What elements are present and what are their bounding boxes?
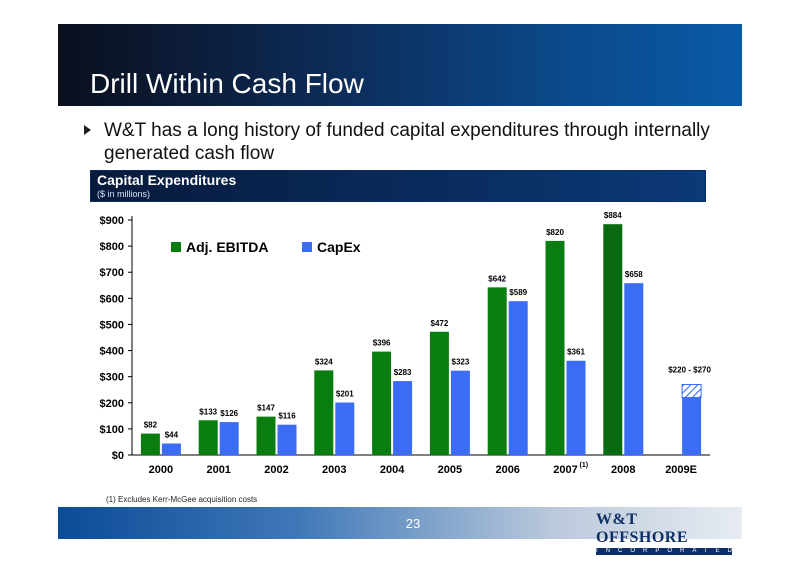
slide-title: Drill Within Cash Flow bbox=[90, 68, 364, 99]
capex-bar bbox=[450, 370, 470, 455]
capex-bar bbox=[566, 360, 586, 455]
y-tick-label: $400 bbox=[100, 346, 124, 358]
logo-subtext: INCORPORATED bbox=[596, 548, 732, 555]
capex-bar bbox=[508, 301, 528, 455]
section-header: Capital Expenditures ($ in millions) bbox=[90, 170, 706, 202]
page-number: 23 bbox=[405, 516, 421, 531]
capex-bar bbox=[277, 424, 297, 455]
ebitda-bar bbox=[429, 331, 449, 455]
capex-range-bar-hatched bbox=[681, 384, 702, 399]
x-tick-footnote-marker: (1) bbox=[580, 462, 589, 469]
x-tick-label: 2007 bbox=[553, 464, 577, 476]
x-tick-label: 2003 bbox=[322, 464, 346, 476]
ebitda-bar bbox=[487, 287, 507, 455]
capex-bar bbox=[624, 283, 644, 455]
y-tick-label: $100 bbox=[100, 424, 124, 436]
capex-data-label: $658 bbox=[625, 270, 643, 279]
bullet-text: W&T has a long history of funded capital… bbox=[104, 120, 710, 164]
ebitda-data-label: $147 bbox=[257, 404, 275, 413]
ebitda-bar bbox=[372, 351, 392, 455]
x-tick-label: 2002 bbox=[264, 464, 288, 476]
ebitda-data-label: $820 bbox=[546, 228, 564, 237]
x-tick-label: 2006 bbox=[495, 464, 519, 476]
capex-bar bbox=[161, 443, 181, 455]
ebitda-data-label: $396 bbox=[373, 339, 391, 348]
y-tick-label: $0 bbox=[112, 450, 124, 462]
ebitda-bar bbox=[198, 420, 218, 455]
capex-bar bbox=[393, 381, 413, 455]
y-tick-label: $200 bbox=[100, 398, 124, 410]
ebitda-bar bbox=[140, 433, 160, 455]
title-bar: Drill Within Cash Flow bbox=[58, 24, 742, 106]
footer-bar: 23 W&T OFFSHORE INCORPORATED bbox=[58, 507, 742, 555]
capex-data-label: $126 bbox=[220, 409, 238, 418]
y-tick-label: $500 bbox=[100, 319, 124, 331]
capex-data-label: $201 bbox=[336, 390, 354, 399]
ebitda-data-label: $472 bbox=[431, 319, 449, 328]
section-title: Capital Expenditures bbox=[97, 172, 237, 188]
bullet-arrow-icon bbox=[84, 125, 91, 135]
y-tick-label: $600 bbox=[100, 293, 124, 305]
company-logo: W&T OFFSHORE INCORPORATED bbox=[596, 511, 732, 555]
ebitda-bar bbox=[256, 416, 276, 455]
y-tick-label: $700 bbox=[100, 267, 124, 279]
capex-range-label: $220 - $270 bbox=[668, 366, 711, 375]
y-tick-label: $800 bbox=[100, 241, 124, 253]
legend-swatch-capex bbox=[302, 242, 312, 252]
footnote: (1) Excludes Kerr-McGee acquisition cost… bbox=[106, 495, 258, 504]
capex-bar bbox=[335, 402, 355, 455]
x-tick-label: 2008 bbox=[611, 464, 635, 476]
capex-data-label: $116 bbox=[278, 412, 296, 421]
capex-bar bbox=[219, 422, 239, 455]
ebitda-data-label: $884 bbox=[604, 211, 622, 220]
ebitda-bar bbox=[314, 370, 334, 455]
ebitda-data-label: $82 bbox=[144, 421, 158, 430]
y-tick-label: $300 bbox=[100, 372, 124, 384]
legend-label-capex: CapEx bbox=[317, 239, 361, 255]
ebitda-bar bbox=[603, 224, 623, 455]
x-tick-label: 2004 bbox=[380, 464, 405, 476]
x-tick-label: 2000 bbox=[149, 464, 173, 476]
legend-swatch-ebitda bbox=[171, 242, 181, 252]
capex-data-label: $589 bbox=[509, 288, 527, 297]
capex-data-label: $323 bbox=[452, 358, 470, 367]
capex-data-label: $283 bbox=[394, 368, 412, 377]
y-tick-label: $900 bbox=[100, 215, 124, 227]
x-tick-label: 2005 bbox=[438, 464, 462, 476]
capex-range-bar-low bbox=[682, 397, 702, 455]
legend-label-ebitda: Adj. EBITDA bbox=[186, 239, 268, 255]
x-tick-label: 2009E bbox=[665, 464, 697, 476]
ebitda-data-label: $642 bbox=[488, 274, 506, 283]
capex-data-label: $361 bbox=[567, 348, 585, 357]
ebitda-data-label: $133 bbox=[199, 407, 217, 416]
ebitda-data-label: $324 bbox=[315, 357, 333, 366]
x-tick-label: 2001 bbox=[206, 464, 230, 476]
capex-data-label: $44 bbox=[165, 431, 179, 440]
ebitda-bar bbox=[545, 240, 565, 455]
logo-text: W&T OFFSHORE bbox=[596, 511, 689, 546]
section-subtitle: ($ in millions) bbox=[97, 189, 151, 199]
